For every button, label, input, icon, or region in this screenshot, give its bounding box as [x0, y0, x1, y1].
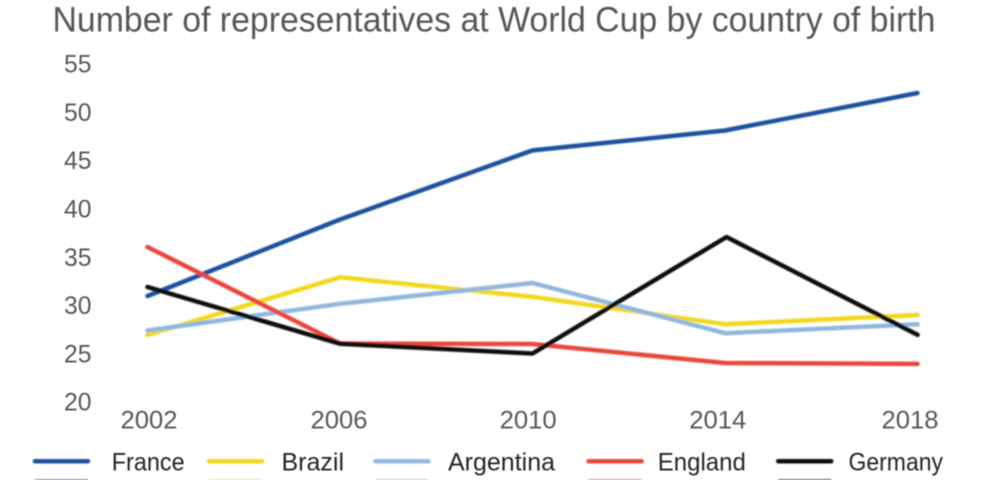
svg-text:England: England — [658, 449, 746, 477]
svg-text:55: 55 — [64, 51, 92, 79]
svg-text:45: 45 — [64, 147, 92, 175]
svg-text:40: 40 — [64, 196, 92, 224]
svg-text:2002: 2002 — [121, 407, 178, 435]
svg-text:25: 25 — [64, 340, 92, 368]
svg-text:Number of representatives at W: Number of representatives at World Cup b… — [53, 1, 936, 40]
svg-text:France: France — [112, 449, 185, 477]
svg-text:35: 35 — [64, 244, 92, 272]
svg-text:Argentina: Argentina — [448, 449, 555, 477]
svg-text:2014: 2014 — [689, 407, 746, 435]
svg-text:50: 50 — [64, 99, 92, 127]
svg-text:2006: 2006 — [311, 407, 368, 435]
svg-text:Brazil: Brazil — [282, 449, 345, 477]
svg-text:Germany: Germany — [849, 449, 944, 477]
svg-text:2010: 2010 — [500, 407, 557, 435]
svg-text:30: 30 — [64, 292, 92, 320]
svg-text:2018: 2018 — [882, 407, 939, 435]
svg-text:20: 20 — [64, 389, 92, 417]
